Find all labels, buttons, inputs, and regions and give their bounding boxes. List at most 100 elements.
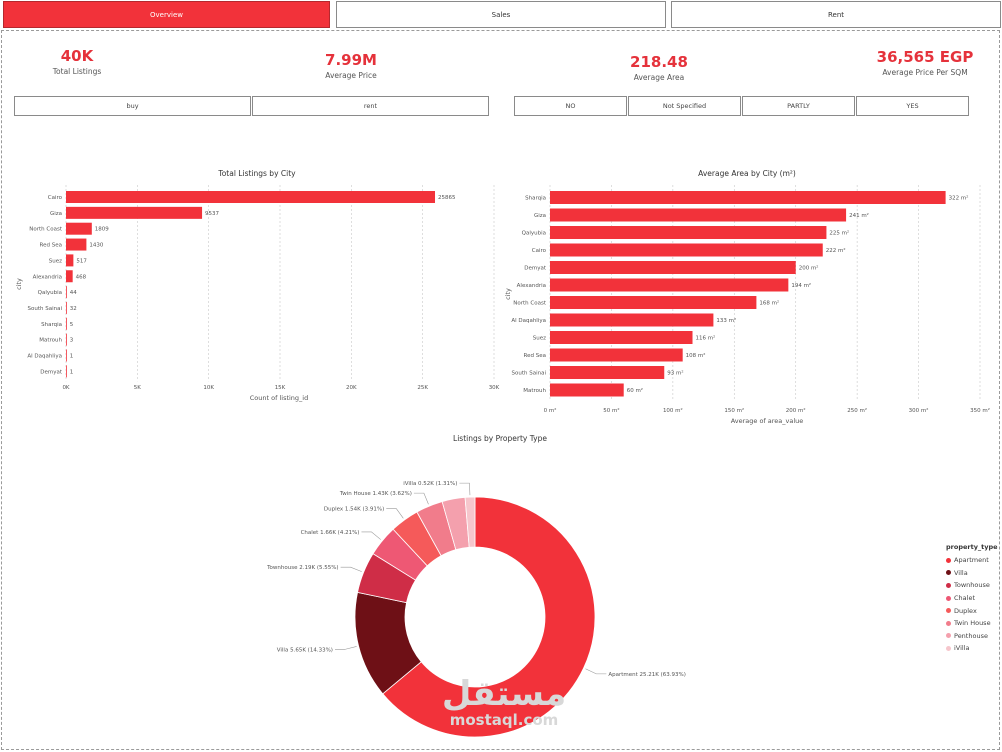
- kpi-total-listings: 40K Total Listings: [17, 47, 137, 76]
- slicer-buy[interactable]: buy: [14, 96, 251, 116]
- data-label: 517: [76, 258, 87, 264]
- data-label: 222 m²: [826, 247, 846, 254]
- bar-alexandria: [66, 270, 73, 283]
- legend-item[interactable]: iVilla: [946, 642, 998, 655]
- legend-item[interactable]: Twin House: [946, 617, 998, 630]
- leader-line: [585, 668, 607, 675]
- kpi-value: 7.99M: [325, 51, 377, 69]
- bar-north-coast: [66, 222, 92, 235]
- bar-qalyubia: [66, 286, 67, 299]
- bar-demyat: [66, 365, 67, 378]
- x-tick-label: 50 m²: [603, 407, 619, 414]
- bar-alexandria: [550, 278, 789, 292]
- legend-title: property_type: [946, 543, 998, 551]
- legend-label: Townhouse: [954, 581, 990, 590]
- x-axis-label: Average of area_value: [731, 417, 804, 425]
- category-label: Cairo: [532, 248, 547, 254]
- legend-item[interactable]: Duplex: [946, 604, 998, 617]
- data-label: 25865: [438, 195, 456, 201]
- bar-al-daqahliya: [66, 349, 67, 362]
- legend-label: Villa: [954, 568, 968, 577]
- slice-apartment: [382, 496, 596, 738]
- chart-title: Average Area by City (m²): [698, 169, 796, 178]
- slicer-no[interactable]: NO: [514, 96, 627, 116]
- report-canvas: [1, 30, 1000, 750]
- x-tick-label: 250 m²: [847, 407, 867, 414]
- category-label: Red Sea: [40, 243, 62, 249]
- y-axis-label: city: [15, 278, 23, 290]
- legend-label: Penthouse: [954, 631, 988, 640]
- x-tick-label: 100 m²: [663, 407, 683, 414]
- category-label: Matrouh: [39, 338, 62, 344]
- data-label: 44: [70, 290, 77, 296]
- kpi-average-price: 7.99M Average Price: [291, 51, 411, 80]
- bar-red-sea: [66, 238, 87, 251]
- slicer-partly[interactable]: PARTLY: [742, 96, 855, 116]
- bar-giza: [550, 208, 847, 222]
- bar-red-sea: [550, 348, 683, 362]
- category-label: Giza: [50, 211, 62, 217]
- category-label: North Coast: [513, 301, 547, 307]
- category-label: Suez: [533, 336, 546, 342]
- chart-title: Total Listings by City: [217, 169, 296, 178]
- x-tick-label: 10K: [203, 385, 214, 391]
- slicer-not-specified[interactable]: Not Specified: [628, 96, 741, 116]
- kpi-label: Average Price: [325, 71, 377, 80]
- leader-line: [334, 646, 357, 650]
- data-label: 1430: [89, 243, 103, 249]
- legend-item[interactable]: Chalet: [946, 592, 998, 605]
- category-label: Red Sea: [524, 353, 546, 359]
- x-tick-label: 20K: [346, 385, 357, 391]
- leader-line: [386, 508, 404, 519]
- bar-sharqia: [66, 317, 67, 330]
- chart-area-by-city: Average Area by City (m²) city Average o…: [504, 169, 990, 425]
- legend-label: Apartment: [954, 556, 989, 565]
- category-label: Al Daqahliya: [27, 354, 62, 360]
- data-label: 468: [76, 274, 87, 280]
- legend-item[interactable]: Townhouse: [946, 579, 998, 592]
- data-label: 5: [70, 322, 74, 328]
- data-label: 322 m²: [949, 195, 969, 202]
- legend-swatch: [946, 570, 951, 576]
- kpi-average-price-per-sqm: 36,565 EGP Average Price Per SQM: [855, 48, 995, 77]
- bar-qalyubia: [550, 226, 827, 239]
- x-tick-label: 5K: [134, 385, 141, 391]
- leader-line: [459, 482, 471, 496]
- x-axis-label: Count of listing_id: [250, 394, 308, 402]
- data-label: 3: [70, 338, 74, 344]
- slicer-yes[interactable]: YES: [856, 96, 969, 116]
- tab-sales[interactable]: Sales: [336, 1, 666, 28]
- kpi-value: 36,565 EGP: [876, 48, 974, 66]
- bar-suez: [66, 254, 74, 267]
- category-label: Qalyubia: [522, 231, 546, 237]
- kpi-value: 40K: [60, 47, 94, 65]
- category-label: Sharqia: [41, 322, 62, 328]
- category-label: Cairo: [48, 195, 63, 201]
- bar-giza: [66, 206, 203, 219]
- data-label: 32: [70, 306, 77, 312]
- slice-label: Apartment 25.21K (63.93%): [608, 672, 686, 678]
- watermark-arabic: مستقل: [441, 674, 567, 714]
- legend-swatch: [946, 620, 951, 626]
- data-label: 60 m²: [627, 387, 643, 394]
- category-label: Sharqia: [525, 196, 546, 202]
- x-tick-label: 15K: [275, 385, 286, 391]
- legend-label: Duplex: [954, 606, 977, 615]
- legend-swatch: [946, 608, 951, 614]
- watermark: مستقل mostaql.com: [438, 676, 570, 728]
- kpi-average-area: 218.48 Average Area: [599, 53, 719, 82]
- bar-matrouh: [550, 383, 624, 397]
- legend-item[interactable]: Apartment: [946, 554, 998, 567]
- bar-cairo: [550, 243, 823, 257]
- data-label: 241 m²: [849, 212, 869, 219]
- slice-label: Chalet 1.66K (4.21%): [301, 530, 360, 536]
- legend-item[interactable]: Penthouse: [946, 630, 998, 643]
- leader-line: [361, 531, 381, 540]
- slicer-rent[interactable]: rent: [252, 96, 489, 116]
- tab-overview[interactable]: Overview: [3, 1, 330, 28]
- legend-item[interactable]: Villa: [946, 567, 998, 580]
- tab-rent[interactable]: Rent: [671, 1, 1001, 28]
- data-label: 1809: [95, 227, 109, 233]
- category-label: Al Daqahliya: [511, 318, 546, 324]
- category-label: Giza: [534, 213, 546, 219]
